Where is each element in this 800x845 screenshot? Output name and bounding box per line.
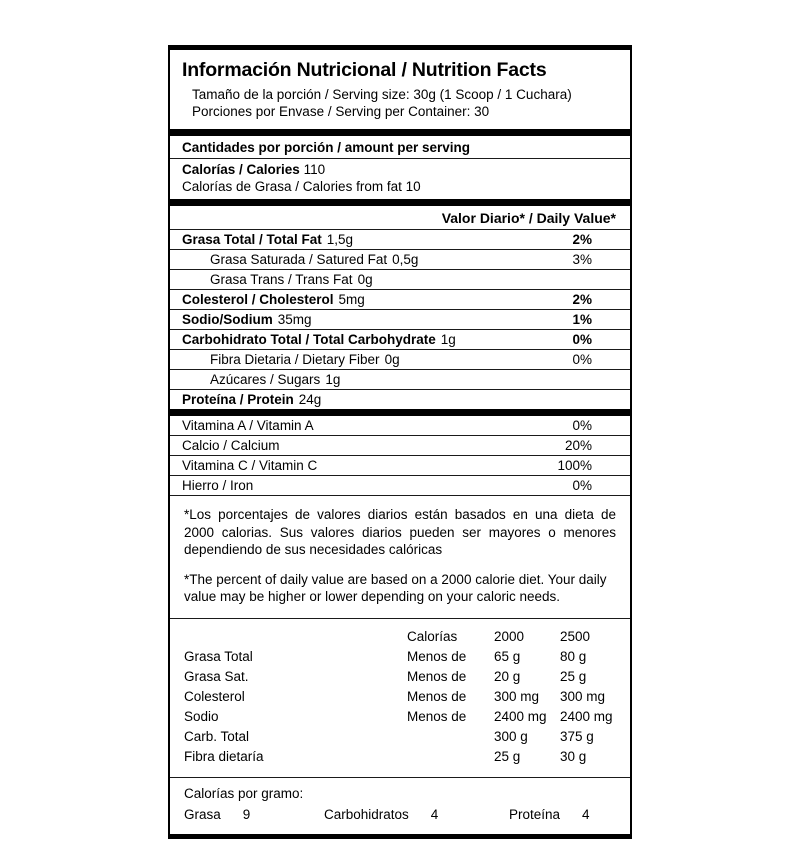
vitamin-label: Hierro / Iron bbox=[182, 477, 254, 493]
footnote-spanish: *Los porcentajes de valores diarios está… bbox=[184, 507, 616, 557]
nutrient-row-total-carbohydrate: Carbohidrato Total / Total Carbohydrate … bbox=[170, 330, 630, 350]
nutrient-row-sugars: Azúcares / Sugars 1g bbox=[170, 370, 630, 390]
label-title: Información Nutricional / Nutrition Fact… bbox=[182, 59, 547, 81]
nutrient-daily-value: 3% bbox=[572, 251, 592, 267]
vitamin-daily-value: 0% bbox=[572, 477, 592, 493]
vitamin-row-vitamin-c: Vitamina C / Vitamin C 100% bbox=[170, 456, 630, 476]
nutrient-daily-value: 2% bbox=[572, 231, 592, 247]
nutrient-amount: 0g bbox=[357, 271, 373, 287]
nutrient-amount: 24g bbox=[298, 391, 322, 407]
vitamin-label: Vitamina A / Vitamin A bbox=[182, 417, 314, 433]
nutrition-facts-label: Información Nutricional / Nutrition Fact… bbox=[168, 45, 632, 839]
daily-value-header: Valor Diario* / Daily Value* bbox=[170, 206, 630, 230]
nutrient-label: Grasa Total / Total Fat bbox=[182, 231, 322, 247]
nutrient-label: Proteína / Protein bbox=[182, 391, 294, 407]
calories-per-gram: Calorías por gramo: Grasa 9 Carbohidrato… bbox=[170, 778, 630, 834]
cpg-protein: Proteína 4 bbox=[509, 806, 590, 822]
cpg-fat: Grasa 9 bbox=[184, 806, 251, 822]
nutrient-row-saturated-fat: Grasa Saturada / Satured Fat 0,5g 3% bbox=[170, 250, 630, 270]
table-row: Carb. Total 300 g 375 g bbox=[184, 728, 594, 744]
nutrient-row-trans-fat: Grasa Trans / Trans Fat 0g bbox=[170, 270, 630, 290]
servings-per-container-line: Porciones por Envase / Serving per Conta… bbox=[192, 104, 490, 119]
table-row: Grasa Sat. Menos de 20 g 25 g bbox=[184, 668, 587, 684]
nutrient-amount: 1g bbox=[325, 371, 341, 387]
nutrient-row-dietary-fiber: Fibra Dietaria / Dietary Fiber 0g 0% bbox=[170, 350, 630, 370]
vitamin-rows: Vitamina A / Vitamin A 0% Calcio / Calci… bbox=[170, 416, 630, 495]
calories-label: Calorías / Calories bbox=[182, 162, 300, 177]
calories-per-gram-values: Grasa 9 Carbohidratos 4 Proteína 4 bbox=[184, 806, 630, 824]
vitamin-row-calcium: Calcio / Calcium 20% bbox=[170, 436, 630, 456]
table-row: Colesterol Menos de 300 mg 300 mg bbox=[184, 688, 606, 704]
nutrient-row-total-fat: Grasa Total / Total Fat 1,5g 2% bbox=[170, 230, 630, 250]
nutrient-amount: 35mg bbox=[277, 311, 312, 327]
nutrient-row-sodium: Sodio/Sodium 35mg 1% bbox=[170, 310, 630, 330]
vitamin-daily-value: 100% bbox=[557, 457, 592, 473]
nutrient-daily-value: 2% bbox=[572, 291, 592, 307]
vitamin-label: Calcio / Calcium bbox=[182, 437, 280, 453]
calories-from-fat-line: Calorías de Grasa / Calories from fat 10 bbox=[182, 179, 421, 194]
footnote-english: *The percent of daily value are based on… bbox=[184, 571, 607, 605]
ref-col-calories: Calorías bbox=[407, 628, 458, 644]
thick-divider bbox=[170, 129, 630, 136]
nutrient-daily-value: 0% bbox=[572, 331, 592, 347]
nutrient-label: Carbohidrato Total / Total Carbohydrate bbox=[182, 331, 436, 347]
vitamin-row-iron: Hierro / Iron 0% bbox=[170, 476, 630, 495]
ref-col-2500: 2500 bbox=[560, 628, 591, 644]
amount-per-serving-heading: Cantidades por porción / amount per serv… bbox=[170, 136, 630, 159]
nutrient-amount: 0g bbox=[384, 351, 400, 367]
vitamin-label: Vitamina C / Vitamin C bbox=[182, 457, 318, 473]
nutrient-label: Grasa Saturada / Satured Fat bbox=[210, 251, 388, 267]
nutrient-amount: 5mg bbox=[338, 291, 365, 307]
nutrient-row-cholesterol: Colesterol / Cholesterol 5mg 2% bbox=[170, 290, 630, 310]
calories-line: Calorías / Calories 110 bbox=[182, 161, 618, 178]
footnotes: *Los porcentajes de valores diarios está… bbox=[170, 495, 630, 619]
nutrient-daily-value: 1% bbox=[572, 311, 592, 327]
table-row: Fibra dietaría 25 g 30 g bbox=[184, 748, 587, 764]
nutrient-amount: 1,5g bbox=[326, 231, 354, 247]
ref-col-2000: 2000 bbox=[494, 628, 525, 644]
nutrient-row-protein: Proteína / Protein 24g bbox=[170, 390, 630, 409]
calories-per-gram-title: Calorías por gramo: bbox=[184, 785, 304, 801]
nutrient-label: Grasa Trans / Trans Fat bbox=[210, 271, 353, 287]
calories-value: 110 bbox=[303, 162, 326, 177]
serving-size-line: Tamaño de la porción / Serving size: 30g… bbox=[192, 87, 572, 102]
nutrient-amount: 1g bbox=[440, 331, 456, 347]
nutrient-label: Sodio/Sodium bbox=[182, 311, 273, 327]
thick-divider bbox=[170, 409, 630, 416]
nutrient-amount: 0,5g bbox=[392, 251, 419, 267]
thick-divider bbox=[170, 199, 630, 206]
nutrient-label: Azúcares / Sugars bbox=[210, 371, 321, 387]
table-row: Sodio Menos de 2400 mg 2400 mg bbox=[184, 708, 613, 724]
calories-block: Calorías / Calories 110 Calorías de Gras… bbox=[170, 159, 630, 199]
vitamin-row-vitamin-a: Vitamina A / Vitamin A 0% bbox=[170, 416, 630, 436]
cpg-carbohydrates: Carbohidratos 4 bbox=[324, 806, 439, 822]
nutrient-daily-value: 0% bbox=[572, 351, 592, 367]
reference-table-header: Calorías 2000 2500 bbox=[184, 627, 630, 647]
nutrient-label: Colesterol / Cholesterol bbox=[182, 291, 334, 307]
label-header: Información Nutricional / Nutrition Fact… bbox=[170, 50, 630, 129]
nutrient-rows: Grasa Total / Total Fat 1,5g 2% Grasa Sa… bbox=[170, 230, 630, 409]
vitamin-daily-value: 0% bbox=[572, 417, 592, 433]
vitamin-daily-value: 20% bbox=[564, 437, 592, 453]
table-row: Grasa Total Menos de 65 g 80 g bbox=[184, 648, 587, 664]
reference-table: Calorías 2000 2500 Grasa Total Menos de … bbox=[170, 619, 630, 778]
nutrient-label: Fibra Dietaria / Dietary Fiber bbox=[210, 351, 380, 367]
